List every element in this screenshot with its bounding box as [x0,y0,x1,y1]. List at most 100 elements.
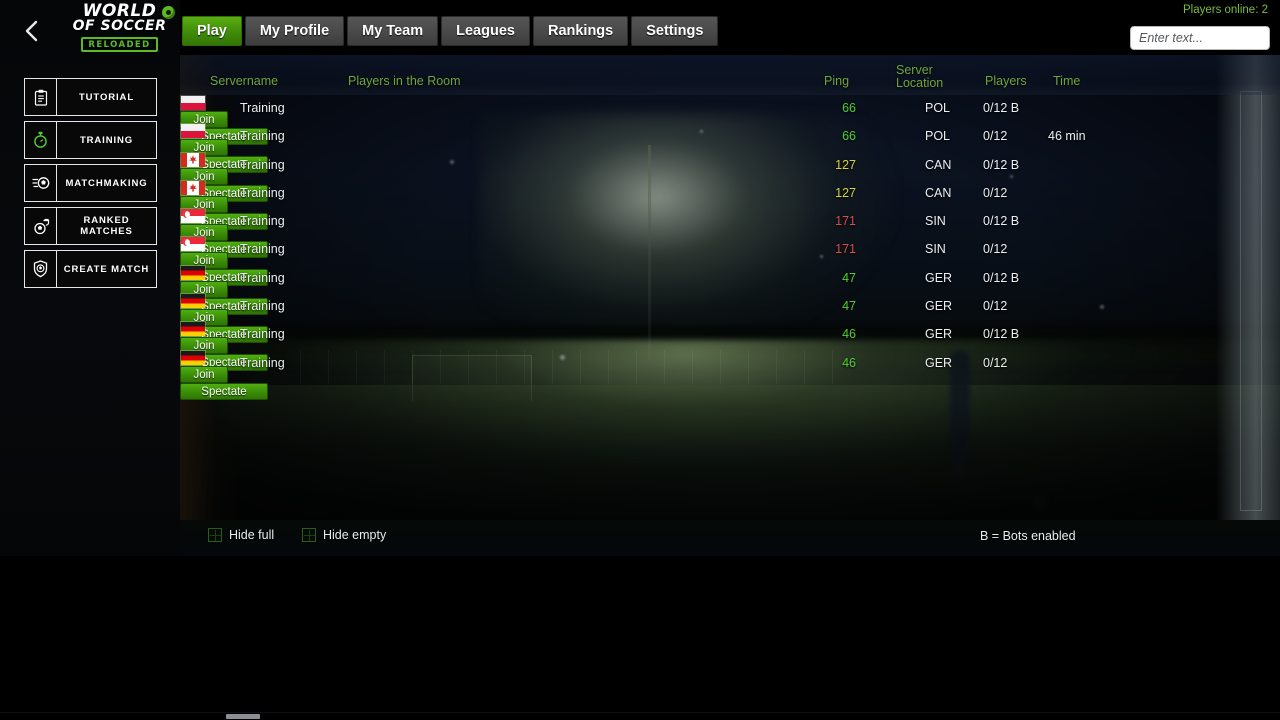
column-header-ping[interactable]: Ping [824,74,850,88]
checkbox-box-icon [302,528,316,542]
cell-players: 0/12 [983,242,1008,257]
sidebar-item-ranked-matches[interactable]: RANKED MATCHES [24,207,157,245]
spectate-button[interactable]: Spectate [180,382,1280,400]
sidebar-item-label: RANKED MATCHES [80,215,133,237]
join-button[interactable]: Join [180,280,1280,298]
logo-line-2: OF SOCCER [72,18,167,34]
sidebar-item-label: TRAINING [79,134,134,146]
sidebar-item-label: CREATE MATCH [63,263,150,275]
column-header-server-location[interactable]: Server Location [896,64,943,90]
back-button[interactable] [18,16,46,46]
table-row[interactable]: Training 127 CAN 0/12 Join Spectate [180,179,1280,230]
table-row[interactable]: Training 171 SIN 0/12 B Join Spectate [180,208,1280,259]
soccer-ball-icon [162,6,175,19]
table-row[interactable]: Training 66 POL 0/12 46 min Join Spectate [180,123,1280,174]
table-row[interactable]: Training 66 POL 0/12 B Join Spectate [180,95,1280,145]
cell-servername: Training [240,129,285,144]
cell-ping: 66 [842,101,856,115]
chevron-left-icon [25,20,38,42]
tab-rankings[interactable]: Rankings [532,16,629,46]
cell-country-code: POL [925,101,951,115]
cell-players: 0/12 B [983,214,1020,229]
tab-leagues[interactable]: Leagues [441,16,530,46]
cell-servername: Training [240,327,285,342]
background-pitch-image [180,55,1280,520]
tab-settings[interactable]: Settings [631,16,719,46]
checkbox-hide-full[interactable]: Hide full [208,528,274,542]
cell-country-code: POL [925,129,951,144]
column-header-servername[interactable]: Servername [210,74,279,88]
join-button[interactable]: Join [180,365,1280,383]
cell-servername: Training [240,270,285,285]
sidebar-item-matchmaking[interactable]: MATCHMAKING [24,164,157,202]
table-row[interactable]: Training 46 GER 0/12 B Join Spectate [180,321,1280,372]
cell-country-code: GER [925,327,953,342]
bottom-divider [0,712,1280,713]
cell-country-code: GER [925,355,953,370]
cell-ping: 127 [835,185,856,200]
join-button[interactable]: Join [180,252,1280,270]
cell-ping: 47 [842,270,856,285]
sidebar-item-label: MATCHMAKING [65,177,148,189]
sin-flag-icon [180,236,206,253]
checkbox-hide-empty-label: Hide empty [323,528,387,542]
cell-servername: Training [240,355,285,370]
search-input[interactable] [1130,26,1270,50]
sidebar-item-training[interactable]: TRAINING [24,121,157,159]
cell-country-code: GER [925,270,953,285]
cell-country-code: SIN [925,242,946,257]
table-row[interactable]: Training 47 GER 0/12 Join Spectate [180,293,1280,344]
column-header-players[interactable]: Players [985,74,1027,88]
ball-motion-icon [25,165,57,201]
cell-country-code: SIN [925,214,946,229]
ger-flag-icon [180,264,206,281]
shield-ball-icon [25,251,57,287]
bots-legend: B = Bots enabled [980,529,1076,543]
table-header-row: Servername Players in the Room Ping Serv… [180,55,1280,95]
pol-flag-icon [180,95,206,111]
column-header-players-in-room[interactable]: Players in the Room [348,74,461,88]
cell-players: 0/12 [983,299,1008,314]
can-flag-icon [180,151,206,168]
horizontal-scrollbar[interactable] [226,714,260,719]
tab-my-team[interactable]: My Team [347,16,439,46]
cell-servername: Training [240,214,285,229]
logo-badge: RELOADED [81,37,158,52]
sidebar-item-tutorial[interactable]: TUTORIAL [24,78,157,116]
cell-ping: 47 [842,299,856,314]
cell-ping: 127 [835,157,856,172]
ger-flag-icon [180,349,206,366]
cell-ping: 46 [842,355,856,370]
sidebar-item-create-match[interactable]: CREATE MATCH [24,250,157,288]
table-row[interactable]: Training 47 GER 0/12 B Join Spectate [180,264,1280,315]
sidebar-menu: TUTORIAL TRAINING [24,78,157,293]
clipboard-icon [25,79,57,115]
bottom-area [0,556,1280,720]
cell-players: 0/12 [983,355,1008,370]
cell-time: 46 min [1048,129,1086,144]
table-row[interactable]: Training 46 GER 0/12 Join Spectate [180,349,1280,400]
checkbox-hide-empty[interactable]: Hide empty [302,528,386,542]
cell-ping: 171 [835,242,856,257]
cell-country-code: CAN [925,157,952,172]
cell-country-code: CAN [925,185,952,200]
cell-country-code: GER [925,299,953,314]
table-body: Training 66 POL 0/12 B Join Spectate Training 6… [180,95,1280,400]
tab-my-profile[interactable]: My Profile [244,16,345,46]
table-row[interactable]: Training 127 CAN 0/12 B Join Spectate [180,151,1280,202]
checkbox-hide-full-label: Hide full [229,528,275,542]
column-header-time[interactable]: Time [1053,74,1081,88]
join-button[interactable]: Join [180,195,1280,213]
filter-bar: Hide full Hide empty B = Bots enabled [180,520,1280,556]
table-row[interactable]: Training 171 SIN 0/12 Join Spectate [180,236,1280,287]
checkbox-box-icon [208,528,222,542]
cell-players: 0/12 B [983,327,1020,342]
ger-flag-icon [180,293,206,310]
cell-players: 0/12 [983,129,1008,144]
sin-flag-icon [180,208,206,225]
column-header-server-location-line1: Server [896,63,933,77]
players-online-counter: Players online: 2 [1182,4,1268,16]
tab-play[interactable]: Play [182,16,242,46]
cell-servername: Training [240,101,285,115]
